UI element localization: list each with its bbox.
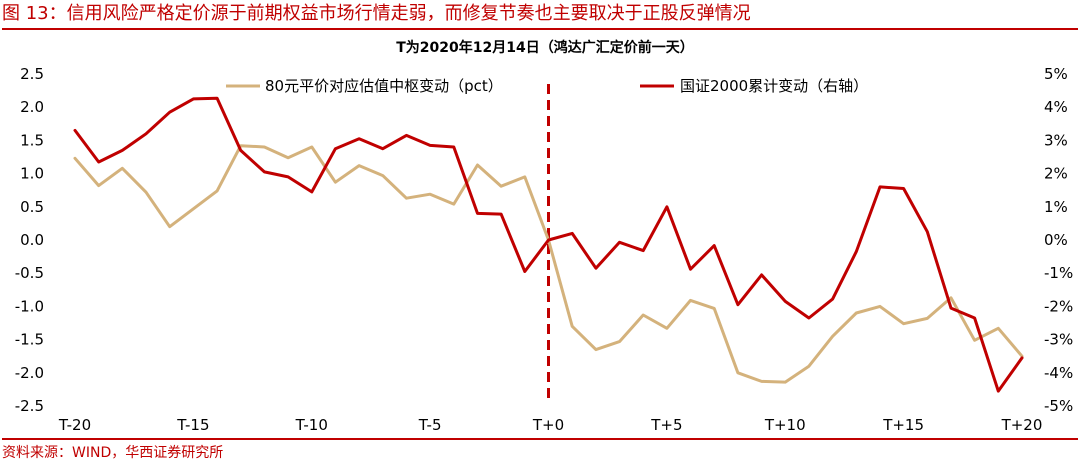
- y-right-tick-label: -4%: [1044, 364, 1073, 382]
- x-tick-label: T-15: [176, 416, 209, 434]
- x-tick-label: T-20: [58, 416, 91, 434]
- series-line-index: [73, 96, 1024, 393]
- y-left-tick-label: -2.0: [15, 364, 44, 382]
- y-right-tick-label: -3%: [1044, 331, 1073, 349]
- x-tick-label: T+10: [764, 416, 806, 434]
- y-left-tick-label: 2.0: [20, 98, 44, 116]
- y-left-tick-label: -1.5: [15, 331, 44, 349]
- x-tick-label: T-5: [418, 416, 442, 434]
- axes: -2.5 -2.0 -1.5 -1.0 -0.5 0.0 0.5 1.0 1.5 2.0 2.5 -5…: [15, 65, 1074, 434]
- y-right-tick-label: -5%: [1044, 397, 1073, 415]
- y-left-tick-label: 1.0: [20, 165, 44, 183]
- chart-title: T为2020年12月14日（鸿达广汇定价前一天）: [396, 39, 693, 56]
- y-right-tick-label: 2%: [1044, 165, 1068, 183]
- line-chart: T为2020年12月14日（鸿达广汇定价前一天） -2.5 -2.0 -1.5 -1.…: [15, 39, 1074, 434]
- plot-area: [73, 84, 1024, 400]
- x-tick-label: T+5: [650, 416, 682, 434]
- y-right-tick-label: 5%: [1044, 65, 1068, 83]
- x-tick-label: T+0: [532, 416, 564, 434]
- legend-label: 80元平价对应估值中枢变动（pct）: [265, 77, 503, 95]
- y-right-tick-label: 4%: [1044, 98, 1068, 116]
- y-left-tick-label: 1.5: [20, 131, 44, 149]
- y-left-tick-label: -2.5: [15, 397, 44, 415]
- figure-title: 图 13：信用风险严格定价源于前期权益市场行情走弱，而修复节奏也主要取决于正股反…: [2, 0, 1078, 30]
- y-left-tick-label: -1.0: [15, 297, 44, 315]
- chart-area: T为2020年12月14日（鸿达广汇定价前一天） -2.5 -2.0 -1.5 -1.…: [0, 32, 1080, 438]
- y-left-tick-label: 0.0: [20, 231, 44, 249]
- x-tick-label: T+20: [1001, 416, 1043, 434]
- x-tick-label: T+15: [882, 416, 924, 434]
- y-left-tick-label: -0.5: [15, 264, 44, 282]
- legend-label: 国证2000累计变动（右轴）: [680, 77, 868, 95]
- source-note: 资料来源：WIND，华西证券研究所: [2, 438, 1078, 472]
- y-right-tick-label: 3%: [1044, 131, 1068, 149]
- y-right-tick-label: -1%: [1044, 264, 1073, 282]
- y-right-tick-label: -2%: [1044, 297, 1073, 315]
- legend: 80元平价对应估值中枢变动（pct） 国证2000累计变动（右轴）: [226, 77, 868, 95]
- y-left-tick-label: 2.5: [20, 65, 44, 83]
- y-right-tick-label: 1%: [1044, 198, 1068, 216]
- y-right-tick-label: 0%: [1044, 231, 1068, 249]
- x-tick-label: T-10: [295, 416, 328, 434]
- y-left-tick-label: 0.5: [20, 198, 44, 216]
